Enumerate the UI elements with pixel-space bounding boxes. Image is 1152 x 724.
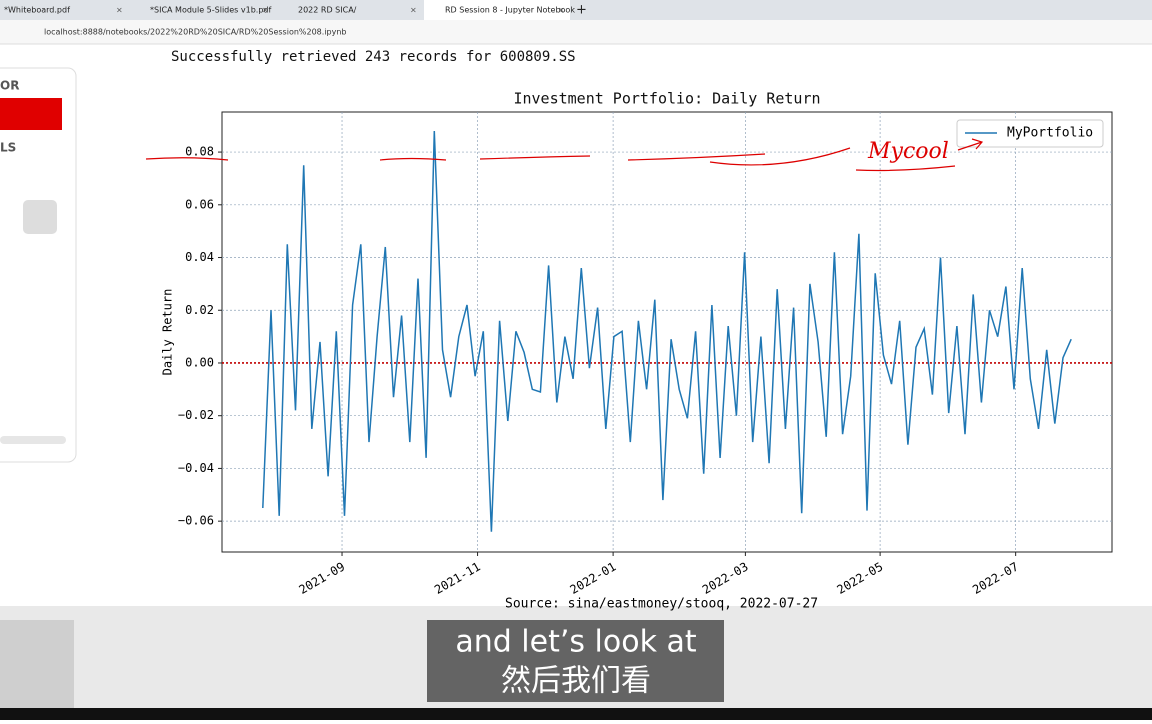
data-line	[262, 130, 1072, 532]
ink-stroke	[145, 138, 984, 172]
tab-title[interactable]: *SICA Module 5-Slides v1b.pdf	[150, 6, 271, 15]
y-tick-label: 0.00	[185, 355, 214, 369]
chart-title: Investment Portfolio: Daily Return	[513, 90, 820, 108]
y-tick-label: −0.04	[178, 461, 214, 475]
handwritten-annotation: Mycool	[867, 139, 949, 164]
bottom-bar	[0, 708, 1152, 720]
slider[interactable]	[0, 436, 66, 444]
draw-toolbar	[0, 67, 77, 463]
tab-title[interactable]: RD Session 8 - Jupyter Notebook	[445, 6, 575, 15]
tab-title[interactable]: 2022 RD SICA/	[298, 6, 357, 15]
tab-close[interactable]: ×	[116, 6, 123, 15]
address-bar	[0, 20, 1152, 44]
webcam	[0, 620, 74, 708]
legend-label: MyPortfolio	[1007, 126, 1093, 141]
y-tick-label: −0.06	[178, 514, 214, 528]
subtitle: and let’s look at	[455, 625, 697, 660]
tab-close[interactable]: ×	[262, 6, 269, 15]
y-tick-label: 0.02	[185, 303, 214, 317]
tab-close[interactable]: ×	[558, 6, 565, 15]
tab-title[interactable]: *Whiteboard.pdf	[4, 6, 70, 15]
active-tab[interactable]	[424, 0, 570, 20]
y-tick-label: −0.02	[178, 408, 214, 422]
toolbar-label: OR	[0, 79, 19, 93]
source-note: Source: sina/eastmoney/stooq, 2022-07-27	[505, 597, 818, 612]
y-axis-label: Daily Return	[161, 289, 175, 376]
y-tick-label: 0.04	[185, 250, 214, 264]
tab-strip	[0, 0, 1152, 20]
subtitle: 然后我们看	[501, 664, 651, 699]
subtitle-box	[427, 620, 724, 702]
plot-area	[221, 111, 1113, 553]
color-swatch[interactable]	[0, 98, 62, 130]
tab-close[interactable]: ×	[410, 6, 417, 15]
toolbar-label: LS	[0, 141, 16, 155]
chart: Investment Portfolio: Daily Return Daily …	[145, 90, 1113, 612]
url[interactable]: localhost:8888/notebooks/2022%20RD%20SIC…	[44, 28, 347, 37]
y-tick-label: 0.08	[185, 145, 214, 159]
y-tick-label: 0.06	[185, 197, 214, 211]
tool-selected[interactable]	[23, 200, 57, 234]
cell-output: Successfully retrieved 243 records for 6…	[171, 49, 576, 65]
legend	[956, 119, 1104, 148]
new-tab[interactable]: +	[576, 3, 587, 18]
